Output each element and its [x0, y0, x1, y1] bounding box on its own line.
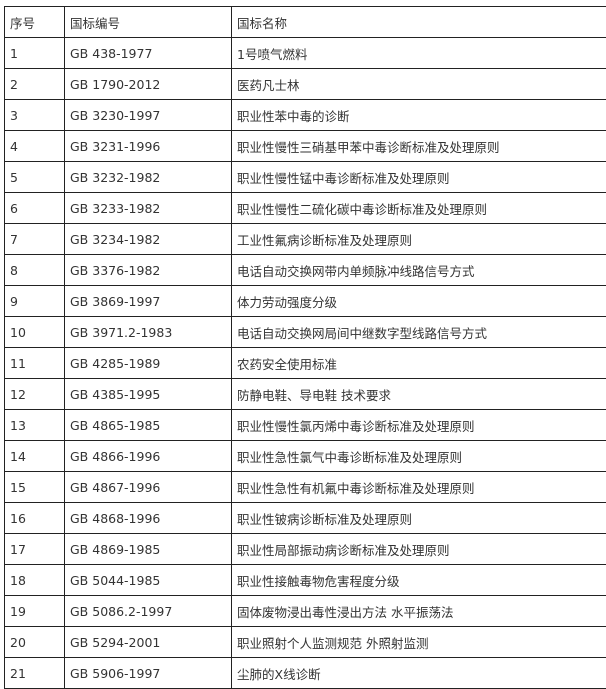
- cell-index: 14: [5, 441, 65, 472]
- cell-name: 尘肺的X线诊断: [232, 658, 606, 689]
- cell-code: GB 5906-1997: [65, 658, 232, 689]
- cell-index: 19: [5, 596, 65, 627]
- cell-code: GB 3376-1982: [65, 255, 232, 286]
- cell-index: 8: [5, 255, 65, 286]
- cell-code: GB 4865-1985: [65, 410, 232, 441]
- cell-code: GB 4385-1995: [65, 379, 232, 410]
- cell-index: 7: [5, 224, 65, 255]
- cell-name: 职业性急性氯气中毒诊断标准及处理原则: [232, 441, 606, 472]
- cell-index: 2: [5, 69, 65, 100]
- cell-name: 体力劳动强度分级: [232, 286, 606, 317]
- header-code: 国标编号: [65, 7, 232, 38]
- cell-index: 18: [5, 565, 65, 596]
- cell-name: 固体废物浸出毒性浸出方法 水平振荡法: [232, 596, 606, 627]
- cell-code: GB 3231-1996: [65, 131, 232, 162]
- cell-code: GB 5294-2001: [65, 627, 232, 658]
- cell-code: GB 4285-1989: [65, 348, 232, 379]
- cell-code: GB 3869-1997: [65, 286, 232, 317]
- cell-name: 职业性局部振动病诊断标准及处理原则: [232, 534, 606, 565]
- cell-code: GB 5044-1985: [65, 565, 232, 596]
- cell-name: 职业性铍病诊断标准及处理原则: [232, 503, 606, 534]
- cell-name: 职业性慢性三硝基甲苯中毒诊断标准及处理原则: [232, 131, 606, 162]
- cell-index: 10: [5, 317, 65, 348]
- cell-code: GB 3971.2-1983: [65, 317, 232, 348]
- cell-code: GB 438-1977: [65, 38, 232, 69]
- cell-index: 4: [5, 131, 65, 162]
- cell-index: 6: [5, 193, 65, 224]
- cell-index: 16: [5, 503, 65, 534]
- header-index: 序号: [5, 7, 65, 38]
- cell-code: GB 4868-1996: [65, 503, 232, 534]
- cell-code: GB 3234-1982: [65, 224, 232, 255]
- cell-name: 工业性氟病诊断标准及处理原则: [232, 224, 606, 255]
- cell-index: 9: [5, 286, 65, 317]
- cell-index: 11: [5, 348, 65, 379]
- cell-name: 防静电鞋、导电鞋 技术要求: [232, 379, 606, 410]
- cell-index: 3: [5, 100, 65, 131]
- header-name: 国标名称: [232, 7, 606, 38]
- cell-name: 职业性慢性锰中毒诊断标准及处理原则: [232, 162, 606, 193]
- cell-index: 15: [5, 472, 65, 503]
- cell-index: 20: [5, 627, 65, 658]
- cell-code: GB 4869-1985: [65, 534, 232, 565]
- cell-code: GB 3232-1982: [65, 162, 232, 193]
- cell-index: 12: [5, 379, 65, 410]
- cell-name: 职业性接触毒物危害程度分级: [232, 565, 606, 596]
- cell-index: 21: [5, 658, 65, 689]
- cell-code: GB 5086.2-1997: [65, 596, 232, 627]
- cell-name: 职业性慢性二硫化碳中毒诊断标准及处理原则: [232, 193, 606, 224]
- cell-name: 1号喷气燃料: [232, 38, 606, 69]
- header-row: 序号 国标编号 国标名称: [5, 7, 606, 38]
- cell-code: GB 3233-1982: [65, 193, 232, 224]
- cell-code: GB 4866-1996: [65, 441, 232, 472]
- cell-name: 职业性苯中毒的诊断: [232, 100, 606, 131]
- cell-name: 职业性急性有机氟中毒诊断标准及处理原则: [232, 472, 606, 503]
- cell-index: 5: [5, 162, 65, 193]
- cell-code: GB 4867-1996: [65, 472, 232, 503]
- cell-name: 医药凡士林: [232, 69, 606, 100]
- cell-index: 17: [5, 534, 65, 565]
- cell-name: 职业照射个人监测规范 外照射监测: [232, 627, 606, 658]
- cell-name: 电话自动交换网局间中继数字型线路信号方式: [232, 317, 606, 348]
- cell-code: GB 1790-2012: [65, 69, 232, 100]
- cell-name: 农药安全使用标准: [232, 348, 606, 379]
- cell-code: GB 3230-1997: [65, 100, 232, 131]
- cell-name: 电话自动交换网带内单频脉冲线路信号方式: [232, 255, 606, 286]
- cell-index: 13: [5, 410, 65, 441]
- cell-name: 职业性慢性氯丙烯中毒诊断标准及处理原则: [232, 410, 606, 441]
- cell-index: 1: [5, 38, 65, 69]
